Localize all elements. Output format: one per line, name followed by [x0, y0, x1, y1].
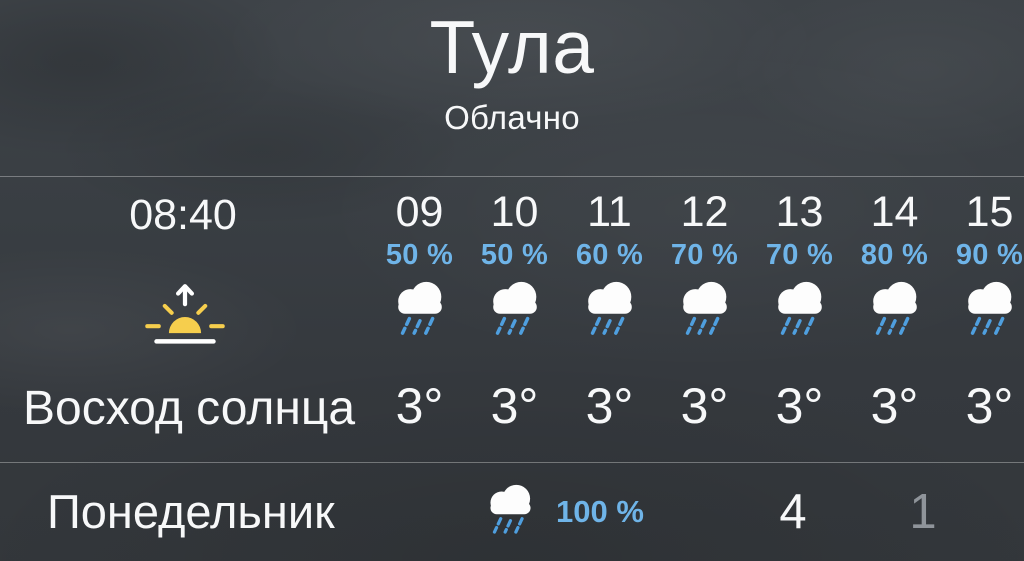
- hour-temp: 3°: [775, 378, 824, 435]
- rain-cloud-icon: [484, 277, 546, 351]
- city-title: Тула: [429, 5, 595, 89]
- precip-chance: 70 %: [765, 239, 834, 272]
- rain-cloud-icon: [769, 277, 831, 351]
- daily-forecast-row[interactable]: Понедельник 100 % 4 1: [0, 463, 1024, 561]
- hour-label: 13: [775, 188, 824, 236]
- rain-cloud-icon: [674, 277, 736, 351]
- sunrise-icon: [139, 280, 231, 359]
- separator-top: [0, 176, 1024, 177]
- hour-label: 15: [965, 188, 1014, 236]
- hourly-forecast-strip[interactable]: 09 50 % 3° 10 50 %: [372, 176, 1024, 431]
- precip-chance: 50 %: [480, 239, 549, 272]
- hour-label: 14: [870, 188, 919, 236]
- hour-column: 10 50 % 3°: [467, 176, 562, 431]
- day-label: Понедельник: [47, 485, 335, 538]
- hour-label: 12: [680, 188, 729, 236]
- hour-column: 13 70 % 3°: [752, 176, 847, 431]
- hour-temp: 3°: [680, 378, 729, 435]
- rain-cloud-icon: [482, 480, 539, 541]
- hour-temp: 3°: [490, 378, 539, 435]
- rain-cloud-icon: [389, 277, 451, 351]
- condition-subtitle: Облачно: [444, 99, 580, 136]
- daily-low-temp: 1: [909, 485, 937, 539]
- precip-chance: 90 %: [955, 239, 1024, 272]
- hour-temp: 3°: [585, 378, 634, 435]
- sunrise-label: Восход солнца: [23, 382, 356, 435]
- hour-column: 14 80 % 3°: [847, 176, 942, 431]
- sunrise-time: 08:40: [129, 191, 237, 239]
- hour-temp: 3°: [965, 378, 1014, 435]
- precip-chance: 70 %: [670, 239, 739, 272]
- rain-cloud-icon: [959, 277, 1021, 351]
- hour-label: 10: [490, 188, 539, 236]
- hour-column: 15 90 % 3°: [942, 176, 1024, 431]
- separator-daily: [0, 462, 1024, 463]
- precip-chance: 60 %: [575, 239, 644, 272]
- rain-cloud-icon: [579, 277, 641, 351]
- hour-column: 11 60 % 3°: [562, 176, 657, 431]
- hour-temp: 3°: [395, 378, 444, 435]
- daily-high-temp: 4: [779, 485, 807, 539]
- hour-label: 11: [587, 188, 632, 236]
- hour-column: 12 70 % 3°: [657, 176, 752, 431]
- daily-precip-chance: 100 %: [556, 494, 644, 529]
- rain-cloud-icon: [864, 277, 926, 351]
- hour-label: 09: [395, 188, 444, 236]
- precip-chance: 80 %: [860, 239, 929, 272]
- precip-chance: 50 %: [385, 239, 454, 272]
- hour-temp: 3°: [870, 378, 919, 435]
- hour-column: 09 50 % 3°: [372, 176, 467, 431]
